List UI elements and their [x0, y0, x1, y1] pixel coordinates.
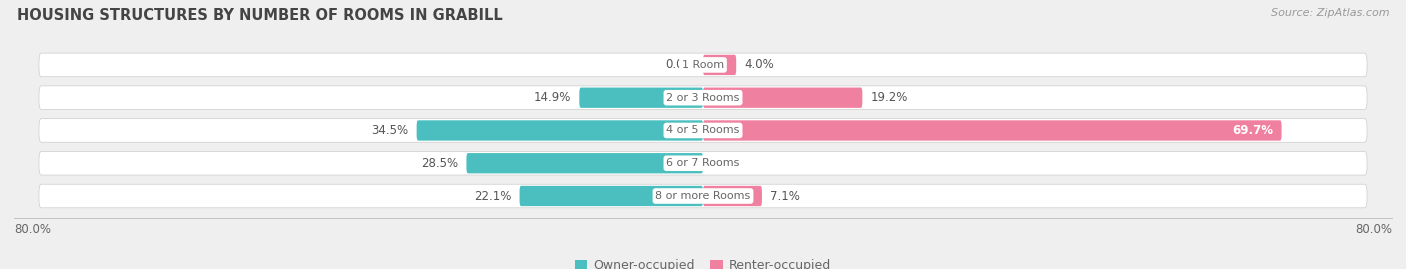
FancyBboxPatch shape — [703, 87, 862, 108]
Text: 28.5%: 28.5% — [420, 157, 458, 170]
Text: 80.0%: 80.0% — [14, 223, 51, 236]
Text: 7.1%: 7.1% — [770, 189, 800, 203]
FancyBboxPatch shape — [703, 186, 762, 206]
Text: 34.5%: 34.5% — [371, 124, 408, 137]
Text: 6 or 7 Rooms: 6 or 7 Rooms — [666, 158, 740, 168]
Text: 0.0%: 0.0% — [711, 157, 741, 170]
Text: 4 or 5 Rooms: 4 or 5 Rooms — [666, 125, 740, 136]
Text: 69.7%: 69.7% — [1232, 124, 1274, 137]
Text: 14.9%: 14.9% — [534, 91, 571, 104]
Text: 80.0%: 80.0% — [1355, 223, 1392, 236]
Text: 19.2%: 19.2% — [870, 91, 908, 104]
Text: 8 or more Rooms: 8 or more Rooms — [655, 191, 751, 201]
FancyBboxPatch shape — [39, 119, 1367, 142]
Text: Source: ZipAtlas.com: Source: ZipAtlas.com — [1271, 8, 1389, 18]
FancyBboxPatch shape — [520, 186, 703, 206]
FancyBboxPatch shape — [579, 87, 703, 108]
Text: 1 Room: 1 Room — [682, 60, 724, 70]
FancyBboxPatch shape — [703, 120, 1281, 141]
FancyBboxPatch shape — [416, 120, 703, 141]
FancyBboxPatch shape — [39, 53, 1367, 77]
FancyBboxPatch shape — [467, 153, 703, 174]
Text: 22.1%: 22.1% — [474, 189, 512, 203]
FancyBboxPatch shape — [703, 55, 737, 75]
Text: HOUSING STRUCTURES BY NUMBER OF ROOMS IN GRABILL: HOUSING STRUCTURES BY NUMBER OF ROOMS IN… — [17, 8, 502, 23]
FancyBboxPatch shape — [39, 86, 1367, 109]
Legend: Owner-occupied, Renter-occupied: Owner-occupied, Renter-occupied — [569, 254, 837, 269]
Text: 2 or 3 Rooms: 2 or 3 Rooms — [666, 93, 740, 103]
FancyBboxPatch shape — [39, 184, 1367, 208]
Text: 0.0%: 0.0% — [665, 58, 695, 72]
FancyBboxPatch shape — [39, 151, 1367, 175]
Text: 4.0%: 4.0% — [745, 58, 775, 72]
